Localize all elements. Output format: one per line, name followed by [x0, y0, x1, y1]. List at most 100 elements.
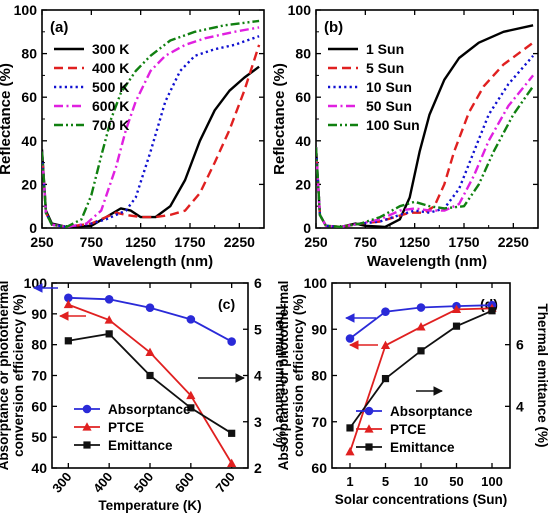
y-tick-label: 70: [311, 414, 327, 430]
y-tick-label: 50: [31, 429, 47, 445]
legend-label: 400 K: [92, 60, 129, 76]
series-line-500-k: [42, 35, 260, 228]
y2-tick-label: 5: [254, 321, 262, 337]
legend-marker: [82, 422, 92, 431]
y-tick-label: 60: [295, 89, 311, 105]
data-point-emittance: [381, 374, 390, 383]
y2-tick-label: 4: [516, 398, 524, 414]
legend-label: 600 K: [92, 98, 129, 114]
x-tick-label: 1250: [399, 234, 430, 250]
data-point-ptce: [145, 347, 155, 356]
data-point-ptce: [416, 322, 426, 331]
y-axis-label-line: conversion efficiency (%): [291, 294, 306, 457]
x-tick-label: 50: [449, 474, 463, 489]
y-axis-label: Reflectance (%): [271, 63, 288, 175]
y-axis-label: Absorptance or photothermalconversion ef…: [276, 281, 306, 471]
data-point-emittance: [105, 330, 113, 338]
y-axis-label-line: conversion efficiency (%): [11, 294, 26, 457]
x-tick-label: 600: [172, 469, 197, 495]
x-tick-label: 2250: [224, 234, 255, 250]
legend-label: Emittance: [108, 438, 173, 453]
data-point-ptce: [63, 299, 73, 309]
legend-label: PTCE: [108, 420, 144, 435]
legend-label: 5 Sun: [366, 60, 404, 76]
y-tick-label: 0: [303, 220, 311, 236]
x-tick-label: 400: [90, 469, 115, 495]
panel-d: 1 5 10 50 100 60 70 80 90 100 4 6 Solar concentratio…: [276, 275, 550, 507]
x-tick-label: 250: [30, 234, 54, 250]
y-tick-label: 100: [14, 2, 38, 18]
x-axis-label: Solar concentrations (Sun): [335, 492, 508, 507]
y-tick-label: 90: [311, 321, 327, 337]
series-line-700-k: [42, 19, 260, 228]
legend-marker: [365, 443, 373, 451]
legend-marker: [82, 404, 92, 414]
data-point-absorptance: [104, 295, 114, 304]
data-point-ptce: [451, 304, 462, 313]
y-tick-label: 80: [311, 368, 327, 384]
x-tick-label: 700: [213, 469, 238, 495]
panel-tag: (b): [324, 19, 343, 36]
y-tick-label: 20: [21, 176, 37, 192]
y-axis-label: Absorptance or photothermalconversion ef…: [0, 281, 26, 471]
data-point-absorptance: [345, 334, 355, 343]
y-tick-label: 60: [311, 460, 327, 476]
x-axis-label: Wavelength (nm): [93, 253, 213, 270]
y2-tick-label: 3: [254, 414, 262, 430]
data-point-emittance: [187, 404, 195, 412]
data-point-absorptance: [186, 315, 196, 324]
y-tick-label: 40: [295, 133, 311, 149]
data-point-absorptance: [381, 307, 390, 316]
data-point-emittance: [346, 424, 354, 432]
y2-tick-label: 6: [516, 337, 524, 353]
legend-label: 100 Sun: [366, 117, 420, 133]
x-tick-label: 2250: [498, 234, 529, 250]
x-tick-label: 1: [346, 474, 353, 489]
x-tick-label: 500: [131, 469, 156, 495]
series-line-300-k: [42, 65, 260, 228]
y-tick-label: 80: [31, 337, 47, 353]
x-tick-label: 5: [382, 474, 389, 489]
data-point-ptce: [345, 447, 355, 456]
y-tick-label: 90: [31, 306, 47, 322]
panel-tag: (c): [218, 296, 235, 312]
data-point-emittance: [452, 322, 461, 330]
data-point-ptce: [380, 340, 391, 350]
x-tick-label: 250: [304, 234, 328, 250]
y-tick-label: 80: [295, 46, 311, 62]
data-point-emittance: [417, 347, 425, 355]
legend-label: PTCE: [390, 422, 426, 437]
legend-label: 700 K: [92, 117, 129, 133]
y-tick-label: 100: [288, 2, 312, 18]
data-point-emittance: [228, 429, 236, 437]
y-tick-label: 20: [295, 176, 311, 192]
x-axis-label: Temperature (K): [98, 498, 201, 513]
legend-label: 1 Sun: [366, 41, 404, 57]
data-point-absorptance: [227, 337, 236, 346]
y2-axis-label: Thermal emittance (%): [273, 303, 288, 447]
legend-label: Absorptance: [108, 402, 191, 417]
legend-marker: [364, 406, 374, 416]
data-point-emittance: [146, 371, 154, 380]
plot-frame: [315, 9, 539, 229]
x-tick-label: 300: [49, 469, 74, 495]
y-tick-label: 40: [31, 460, 47, 476]
y-tick-label: 60: [21, 89, 37, 105]
data-point-ptce: [186, 390, 196, 400]
legend-label: 300 K: [92, 41, 129, 57]
legend-label: Absorptance: [390, 404, 473, 419]
y2-tick-label: 4: [254, 368, 262, 384]
series-line-100-sun: [316, 85, 535, 228]
x-tick-label: 100: [481, 474, 503, 489]
data-point-emittance: [488, 307, 496, 315]
plot-frame: [41, 9, 265, 229]
legend-marker: [364, 424, 374, 433]
series-line-50-sun: [316, 74, 535, 228]
legend-label: 10 Sun: [366, 79, 412, 95]
panel-c: 300 400 500 600 70040506070809010023456Tempe…: [0, 275, 288, 513]
series-line-1-sun: [316, 24, 534, 228]
x-tick-label: 1250: [125, 234, 156, 250]
y-axis-label-line: Absorptance or photothermal: [0, 281, 11, 471]
x-axis-label: Wavelength (nm): [367, 253, 487, 270]
